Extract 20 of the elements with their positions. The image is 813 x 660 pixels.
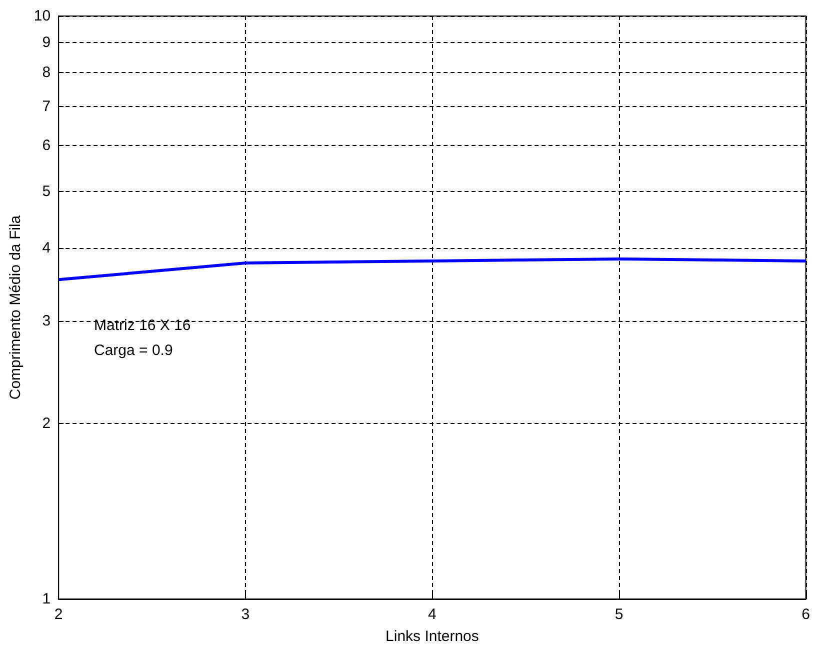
y-tick-label: 8 (42, 64, 51, 81)
y-tick-label: 2 (42, 415, 51, 432)
x-tick-label: 4 (428, 606, 436, 623)
y-tick-label: 7 (42, 98, 51, 115)
x-axis-title: Links Internos (386, 628, 479, 645)
y-tick-label: 1 (42, 590, 51, 608)
annotation: Matriz 16 X 16 (94, 317, 191, 334)
x-tick-label: 2 (54, 606, 63, 623)
y-tick-label: 4 (42, 240, 51, 256)
y-axis-title: Comprimento Médio da Fila (7, 214, 24, 400)
annotation: Carga = 0.9 (94, 342, 173, 359)
x-tick-label: 3 (241, 606, 250, 623)
y-tick-label: 9 (42, 34, 51, 52)
y-tick-label: 10 (34, 8, 51, 24)
x-tick-label: 6 (802, 606, 810, 623)
x-tick-label: 5 (614, 606, 624, 623)
y-tick-label: 5 (42, 183, 51, 200)
y-tick-label: 6 (42, 136, 51, 154)
line-series (57, 257, 808, 282)
y-tick-label: 3 (42, 312, 51, 330)
